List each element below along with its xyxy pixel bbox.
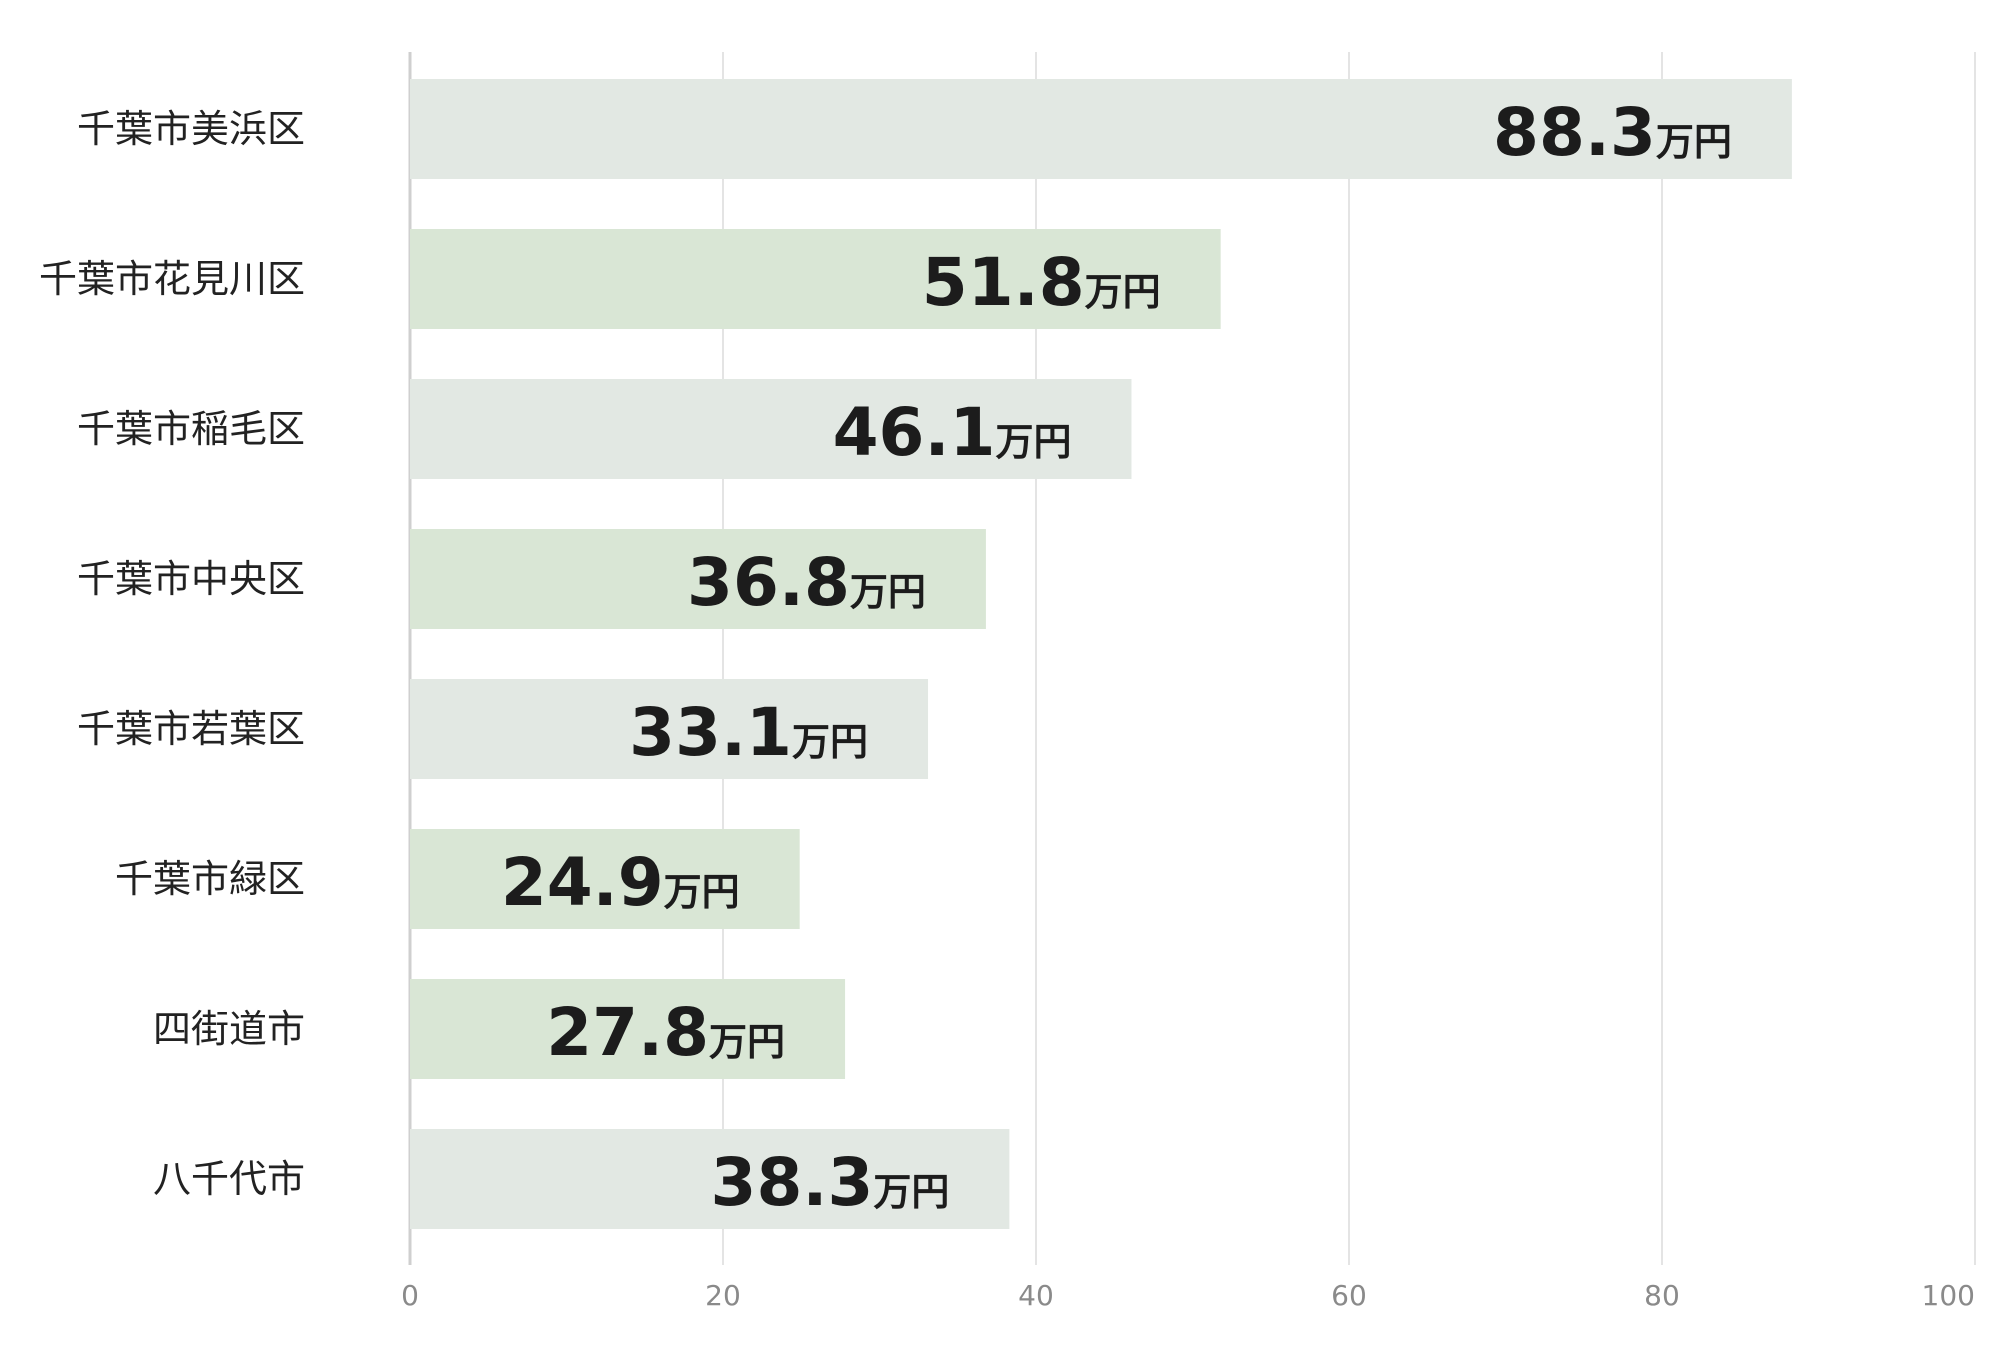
value-number: 51.8 xyxy=(922,244,1085,321)
category-label: 千葉市稲毛区 xyxy=(77,407,305,451)
value-number: 33.1 xyxy=(629,694,792,771)
value-label: 33.1万円 xyxy=(629,694,868,771)
value-number: 46.1 xyxy=(833,394,996,471)
value-number: 36.8 xyxy=(687,544,850,621)
value-label: 27.8万円 xyxy=(546,994,785,1071)
category-label: 千葉市若葉区 xyxy=(77,707,305,751)
value-unit: 万円 xyxy=(709,1020,785,1064)
value-label: 38.3万円 xyxy=(711,1144,950,1221)
value-unit: 万円 xyxy=(873,1170,949,1214)
value-label: 88.3万円 xyxy=(1493,94,1732,171)
category-labels: 千葉市美浜区千葉市花見川区千葉市稲毛区千葉市中央区千葉市若葉区千葉市緑区四街道市… xyxy=(39,107,305,1201)
value-unit: 万円 xyxy=(664,870,740,914)
value-unit: 万円 xyxy=(1656,120,1732,164)
value-number: 38.3 xyxy=(711,1144,874,1221)
x-tick-label: 40 xyxy=(1018,1279,1054,1312)
x-tick-label: 0 xyxy=(401,1279,419,1312)
x-tick-label: 80 xyxy=(1644,1279,1680,1312)
category-label: 千葉市花見川区 xyxy=(39,257,305,301)
x-tick-label: 100 xyxy=(1922,1279,1975,1312)
value-unit: 万円 xyxy=(995,420,1071,464)
value-unit: 万円 xyxy=(850,570,926,614)
value-label: 24.9万円 xyxy=(501,844,740,921)
value-label: 51.8万円 xyxy=(922,244,1161,321)
value-number: 24.9 xyxy=(501,844,664,921)
value-number: 27.8 xyxy=(546,994,709,1071)
bar xyxy=(410,229,1221,329)
value-label: 46.1万円 xyxy=(833,394,1072,471)
value-number: 88.3 xyxy=(1493,94,1656,171)
bar xyxy=(410,679,929,779)
bar xyxy=(410,979,846,1079)
value-unit: 万円 xyxy=(1085,270,1161,314)
value-label: 36.8万円 xyxy=(687,544,926,621)
category-label: 四街道市 xyxy=(153,1007,305,1051)
bar xyxy=(410,79,1792,179)
category-label: 千葉市中央区 xyxy=(77,557,305,601)
bars xyxy=(410,79,1792,1229)
bar xyxy=(410,1129,1010,1229)
value-unit: 万円 xyxy=(792,720,868,764)
category-label: 千葉市緑区 xyxy=(115,857,305,901)
x-axis-ticks: 0 20 40 60 80 100 xyxy=(401,1279,1975,1312)
bar xyxy=(410,379,1132,479)
bar xyxy=(410,829,800,929)
category-label: 千葉市美浜区 xyxy=(77,107,305,151)
value-labels: 88.3万円51.8万円46.1万円36.8万円33.1万円24.9万円27.8… xyxy=(501,94,1732,1221)
category-label: 八千代市 xyxy=(153,1157,305,1201)
x-tick-label: 20 xyxy=(705,1279,741,1312)
bar xyxy=(410,529,986,629)
x-tick-label: 60 xyxy=(1331,1279,1367,1312)
